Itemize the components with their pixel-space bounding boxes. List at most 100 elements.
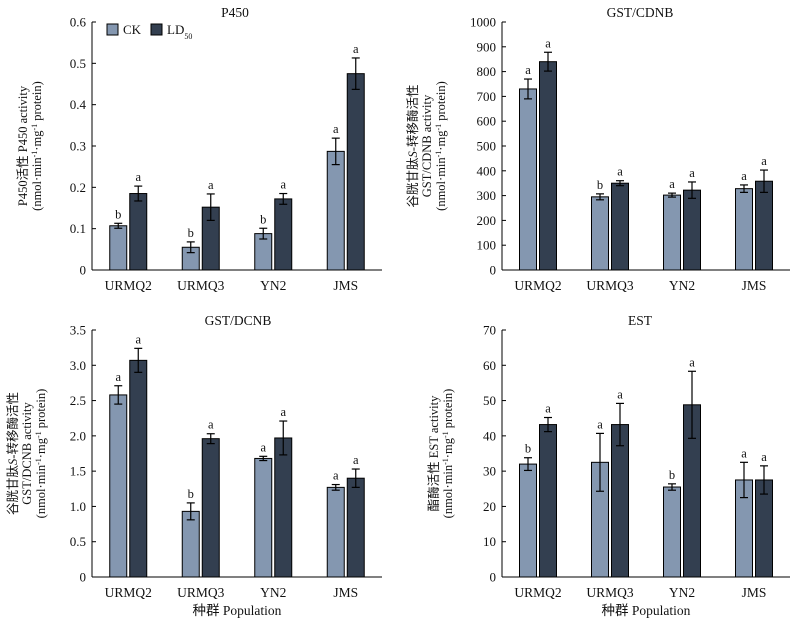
chart-title: GST/CDNB: [607, 5, 674, 20]
x-tick-label: JMS: [742, 278, 767, 293]
significance-letter: a: [525, 63, 531, 77]
y-axis-label: 谷胱甘肽S-转移酶活性GST/DCNB activity(nmol·min-1·…: [5, 389, 48, 519]
y-tick-label: 1000: [470, 15, 496, 30]
significance-letter: b: [597, 178, 603, 192]
y-tick-label: 10: [483, 534, 496, 549]
x-tick-label: YN2: [260, 585, 286, 600]
significance-letter: a: [353, 42, 359, 56]
significance-letter: a: [597, 417, 603, 431]
bar-ld50-yn2: [274, 198, 293, 271]
x-tick-label: URMQ2: [105, 278, 152, 293]
significance-letter: a: [353, 453, 359, 467]
significance-letter: a: [545, 402, 551, 416]
legend-label-ck: CK: [123, 22, 142, 37]
bar-ck-urmq2: [109, 225, 128, 271]
panel-gst-dcnb: GST/DCNB 0 0.5 1.0 1.5 2.0 2.5 3.0 3.5 谷胱甘肽S-转移酶活…: [5, 313, 382, 618]
significance-letter: a: [115, 370, 121, 384]
panel-gst-cdnb: GST/CDNB 0 100 200 300 400 500 600 700 800 900 1000…: [405, 5, 790, 293]
y-tick-label: 2.5: [70, 393, 86, 408]
x-tick-label: JMS: [333, 585, 358, 600]
significance-letter: a: [545, 36, 551, 50]
y-axis-label: 酯酶活性 EST activity(nmol·min-1·mg-1 protei…: [426, 389, 455, 519]
panel-p450: P450 0 0.1 0.2 0.3 0.4 0.5 0.6 P450活性 P450 activ…: [16, 5, 382, 293]
y-tick-label: 70: [483, 323, 496, 338]
y-tick-label: 20: [483, 499, 496, 514]
panel-est: EST 0 10 20 30 40 50 60 70 酯酶活性 EST activity(nmol…: [426, 313, 790, 618]
significance-letter: a: [689, 355, 695, 369]
x-tick-label: YN2: [260, 278, 286, 293]
bar-ld50-urmq2: [539, 61, 557, 271]
y-tick-label: 0.6: [70, 15, 87, 30]
y-tick-label: 3.5: [70, 323, 86, 338]
significance-letter: b: [115, 207, 121, 221]
bar-ld50-jms: [346, 477, 365, 578]
y-tick-label: 200: [477, 213, 497, 228]
bar-ld50-urmq2: [539, 424, 557, 578]
bar-ck-jms: [326, 486, 345, 578]
legend: CK LD50: [106, 22, 192, 41]
y-tick-label: 0.5: [70, 56, 86, 71]
y-axis-label: P450活性 P450 activity(nmol·min-1·mg-1 pro…: [16, 81, 44, 211]
significance-letter: a: [669, 177, 675, 191]
x-tick-label: URMQ2: [105, 585, 152, 600]
bar-ck-urmq3: [181, 510, 200, 578]
x-tick-label: URMQ3: [177, 585, 225, 600]
significance-letter: a: [741, 169, 747, 183]
y-tick-label: 30: [483, 464, 496, 479]
chart-title: P450: [221, 5, 249, 20]
y-tick-label: 0: [490, 263, 497, 278]
bar-ld50-jms: [346, 73, 365, 271]
significance-letter: b: [525, 442, 531, 456]
x-axis-label: 种群 Population: [602, 603, 691, 618]
chart-title: EST: [628, 313, 653, 328]
y-tick-label: 40: [483, 428, 496, 443]
x-tick-label: URMQ3: [586, 278, 634, 293]
bar-ld50-urmq3: [201, 438, 220, 578]
bar-ld50-urmq2: [129, 193, 148, 271]
x-tick-label: URMQ3: [586, 585, 634, 600]
legend-label-ld50: LD50: [167, 22, 192, 41]
significance-letter: a: [333, 122, 339, 136]
significance-letter: a: [761, 450, 767, 464]
bar-ld50-urmq3: [611, 424, 629, 578]
significance-letter: a: [280, 178, 286, 192]
bar-ld50-urmq2: [129, 359, 148, 578]
y-tick-label: 0: [490, 570, 497, 585]
significance-letter: a: [208, 418, 214, 432]
y-tick-label: 0: [80, 570, 87, 585]
bar-ck-jms: [326, 150, 345, 271]
legend-swatch-ld50: [150, 23, 163, 36]
y-tick-label: 0.4: [70, 97, 87, 112]
y-tick-label: 1.5: [70, 464, 86, 479]
x-tick-label: URMQ2: [514, 585, 561, 600]
y-tick-label: 0.1: [70, 221, 86, 236]
significance-letter: a: [689, 166, 695, 180]
significance-letter: a: [135, 170, 141, 184]
y-tick-label: 800: [477, 64, 497, 79]
chart-title: GST/DCNB: [205, 313, 272, 328]
x-tick-label: YN2: [669, 278, 695, 293]
bar-ck-urmq2: [519, 88, 537, 271]
y-tick-label: 3.0: [70, 358, 86, 373]
bar-ck-urmq2: [109, 394, 128, 578]
x-tick-label: JMS: [333, 278, 358, 293]
bar-ck-yn2: [254, 457, 273, 578]
y-tick-label: 2.0: [70, 428, 86, 443]
y-tick-label: 0.5: [70, 534, 86, 549]
significance-letter: a: [208, 178, 214, 192]
bar-ck-yn2: [663, 194, 681, 271]
y-tick-label: 500: [477, 139, 497, 154]
significance-letter: b: [669, 468, 675, 482]
bar-ck-urmq2: [519, 463, 537, 578]
bar-ck-jms: [735, 188, 753, 271]
significance-letter: a: [260, 440, 266, 454]
bar-ld50-yn2: [274, 437, 293, 578]
significance-letter: a: [135, 332, 141, 346]
x-tick-label: URMQ3: [177, 278, 225, 293]
y-tick-label: 100: [477, 238, 497, 253]
bar-ck-urmq3: [591, 196, 609, 271]
x-tick-label: YN2: [669, 585, 695, 600]
y-tick-label: 600: [477, 114, 497, 129]
legend-swatch-ck: [106, 23, 119, 36]
